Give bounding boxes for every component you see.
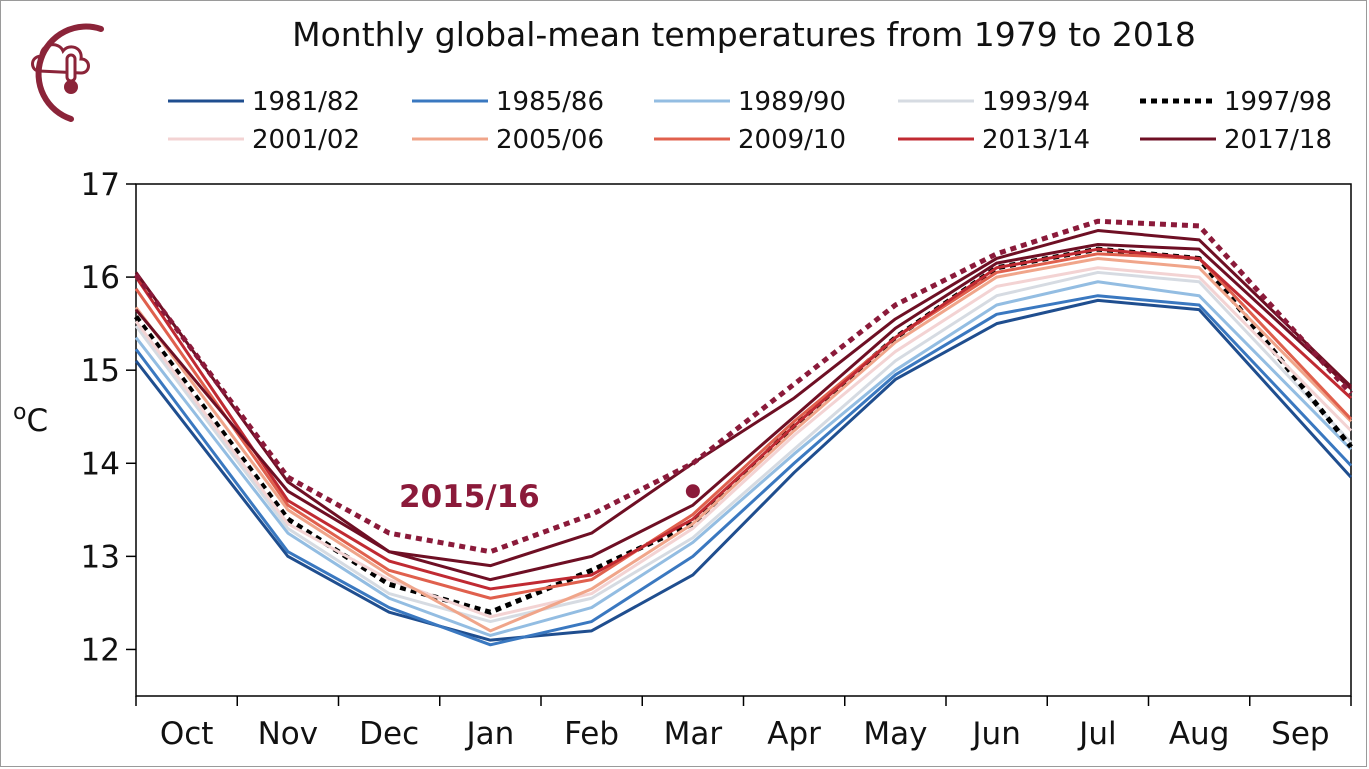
series-line (134, 266, 1353, 619)
y-tick-label: 15 (81, 353, 120, 389)
series-line (134, 243, 1353, 582)
y-tick-label: 16 (81, 260, 120, 296)
x-tick-label: Feb (564, 716, 619, 752)
series-line (134, 218, 1353, 555)
y-axis-label-main: C (26, 403, 48, 439)
x-tick-label: Oct (160, 716, 214, 752)
legend-label: 2001/02 (252, 125, 360, 155)
x-tick-label: Jan (464, 716, 514, 752)
series-line (134, 256, 1353, 633)
series-lines (134, 218, 1353, 647)
y-tick-label: 12 (81, 632, 120, 668)
x-tick-label: Mar (664, 716, 723, 752)
series-line (134, 298, 1353, 642)
x-tick-label: Apr (767, 716, 821, 752)
legend: 1981/82 1985/86 1989/90 1993/94 1997/98 2001/… (168, 87, 1332, 155)
x-tick-label: Aug (1169, 716, 1230, 752)
cloud-thermometer-icon (31, 23, 104, 122)
legend-label: 2005/06 (496, 125, 604, 155)
series-line (134, 280, 1353, 637)
x-tick-label: May (863, 716, 927, 752)
legend-label: 1985/86 (496, 87, 604, 117)
series-line (134, 247, 1353, 591)
y-axis-label: oC (13, 400, 48, 439)
legend-label: 1981/82 (252, 87, 360, 117)
annotation-2015-16: 2015/16 (399, 479, 540, 515)
x-tick-label: Jul (1077, 716, 1116, 752)
legend-label: 2009/10 (738, 125, 846, 155)
legend-label: 2013/14 (982, 125, 1090, 155)
y-tick-label: 14 (81, 446, 120, 482)
legend-label: 2017/18 (1224, 125, 1332, 155)
axes: 12 13 14 15 16 17 Oct Nov Dec Jan Feb Mar Apr May Jun J… (81, 167, 1352, 752)
legend-label: 1989/90 (738, 87, 846, 117)
x-tick-label: Sep (1271, 716, 1329, 752)
y-axis-label-sup: o (13, 400, 26, 425)
series-line (134, 229, 1353, 568)
highlight-point (685, 484, 700, 499)
chart-title: Monthly global-mean temperatures from 19… (292, 15, 1196, 54)
x-tick-label: Nov (258, 716, 319, 752)
x-tick-label: Jun (970, 716, 1020, 752)
series-line (134, 294, 1353, 647)
legend-label: 1997/98 (1224, 87, 1332, 117)
legend-label: 1993/94 (982, 87, 1090, 117)
plot-area-border (135, 183, 1352, 697)
series-line (134, 270, 1353, 624)
y-tick-label: 17 (81, 167, 120, 203)
x-tick-label: Dec (359, 716, 419, 752)
y-tick-label: 13 (81, 539, 120, 575)
